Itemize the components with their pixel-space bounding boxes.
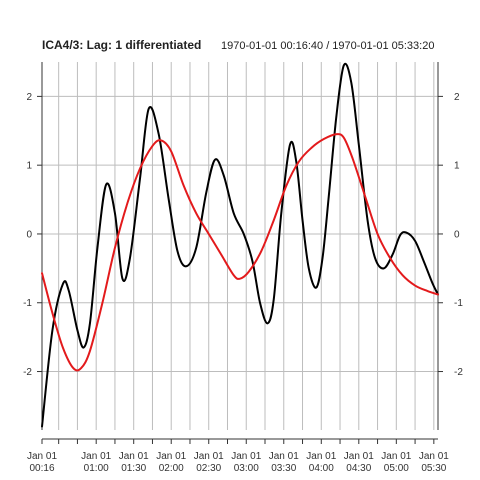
y-tick-label-left: 2: [26, 92, 32, 103]
x-tick-label: 00:16: [29, 463, 54, 474]
series-line-black: [41, 62, 439, 428]
x-tick-label: Jan 01: [81, 451, 111, 462]
x-tick-label: 03:00: [234, 463, 259, 474]
x-tick-label: Jan 01: [231, 451, 261, 462]
x-tick-label: 02:30: [196, 463, 221, 474]
y-tick-label-left: -2: [23, 367, 32, 378]
x-tick-label: Jan 01: [119, 451, 149, 462]
x-tick-label: Jan 01: [269, 451, 299, 462]
y-tick-label-right: -2: [454, 367, 463, 378]
x-tick-label: 01:30: [121, 463, 146, 474]
series-line-red: [41, 133, 439, 372]
x-tick-label: 03:30: [271, 463, 296, 474]
y-tick-label-right: 0: [454, 229, 460, 240]
chart-subtitle: 1970-01-01 00:16:40 / 1970-01-01 05:33:2…: [221, 40, 434, 52]
x-tick-label: 05:30: [421, 463, 446, 474]
x-tick-label: Jan 01: [381, 451, 411, 462]
y-tick-label-right: 1: [454, 161, 460, 172]
grid: [41, 62, 438, 430]
x-tick-label: Jan 01: [156, 451, 186, 462]
x-tick-label: Jan 01: [194, 451, 224, 462]
series-group: [41, 62, 439, 428]
axes: [37, 62, 443, 444]
x-tick-label: Jan 01: [27, 451, 57, 462]
x-tick-label: 05:00: [384, 463, 409, 474]
x-tick-label: Jan 01: [344, 451, 374, 462]
y-tick-label-right: 2: [454, 92, 460, 103]
x-tick-label: 02:00: [159, 463, 184, 474]
y-tick-label-left: 1: [26, 161, 32, 172]
x-tick-label: Jan 01: [419, 451, 449, 462]
x-tick-label: Jan 01: [306, 451, 336, 462]
chart-title: ICA4/3: Lag: 1 differentiated: [42, 38, 201, 52]
x-tick-label: 04:00: [309, 463, 334, 474]
x-tick-label: 01:00: [84, 463, 109, 474]
x-tick-label: 04:30: [346, 463, 371, 474]
y-tick-label-left: -1: [23, 298, 32, 309]
y-tick-label-right: -1: [454, 298, 463, 309]
y-tick-label-left: 0: [26, 229, 32, 240]
